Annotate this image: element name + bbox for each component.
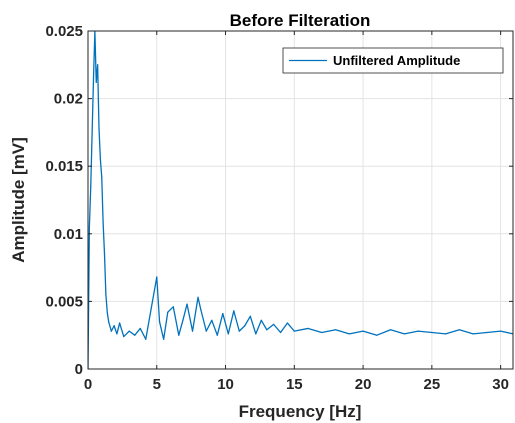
data-point <box>273 323 275 325</box>
data-point <box>156 276 158 278</box>
data-point <box>113 325 115 327</box>
data-point <box>472 333 474 335</box>
data-point <box>88 226 90 228</box>
data-point <box>389 329 392 331</box>
data-point <box>431 331 433 334</box>
x-tick-label: 25 <box>424 376 441 393</box>
y-tick-label: 0 <box>75 361 83 378</box>
y-tick-label: 0.015 <box>45 158 83 175</box>
data-point <box>91 131 93 133</box>
ticks: 0 5 10 15 20 25 30 0 0.005 0.01 0.015 0.02 0.025 <box>45 23 513 393</box>
data-point <box>123 335 125 338</box>
data-point <box>205 330 207 332</box>
data-point <box>307 327 309 330</box>
plot-area <box>88 31 513 369</box>
data-point <box>255 333 257 335</box>
data-point <box>99 158 101 161</box>
data-point <box>128 330 130 332</box>
data-point <box>249 315 251 317</box>
data-point <box>211 319 213 321</box>
chart-title: Before Filteration <box>230 11 371 30</box>
x-tick-label: 15 <box>286 376 303 393</box>
y-tick-label: 0.025 <box>45 23 83 40</box>
data-point <box>97 64 99 66</box>
x-tick-label: 10 <box>217 376 234 393</box>
data-point <box>458 329 460 331</box>
data-point <box>116 333 118 335</box>
legend-entry-label: Unfiltered Amplitude <box>333 53 460 68</box>
data-point <box>150 307 152 309</box>
data-point <box>376 334 378 336</box>
y-tick-label: 0.02 <box>54 91 83 108</box>
data-point <box>445 333 447 335</box>
data-point <box>362 330 364 332</box>
data-point <box>163 338 165 340</box>
data-point <box>293 330 295 332</box>
data-point <box>348 333 350 335</box>
data-point <box>158 321 161 323</box>
data-point <box>321 331 323 334</box>
data-point <box>238 330 240 332</box>
data-point <box>101 176 103 178</box>
x-tick-label: 0 <box>84 376 92 393</box>
axes-box <box>87 30 514 370</box>
x-tick-label: 20 <box>355 376 372 393</box>
data-point <box>227 333 229 335</box>
data-point <box>182 319 184 321</box>
x-axis-label: Frequency [Hz] <box>239 402 362 421</box>
data-point <box>186 303 188 305</box>
data-point <box>233 310 235 312</box>
data-point <box>108 321 110 323</box>
data-point <box>105 294 107 296</box>
data-point <box>403 333 405 335</box>
y-axis-label: Amplitude [mV] <box>9 137 28 263</box>
data-point <box>119 322 121 324</box>
data-point <box>167 311 169 313</box>
data-point <box>200 308 202 311</box>
y-tick-label: 0.005 <box>45 293 83 310</box>
data-point <box>106 311 108 313</box>
data-point <box>92 77 95 79</box>
data-point <box>110 330 112 332</box>
data-point <box>178 334 180 336</box>
data-point <box>103 253 106 255</box>
data-point <box>486 331 488 334</box>
data-point <box>134 334 136 336</box>
data-point <box>279 331 282 334</box>
data-point <box>145 338 147 340</box>
data-point <box>95 81 97 83</box>
data-point <box>98 127 100 129</box>
data-point <box>172 306 174 308</box>
data-point <box>216 334 218 336</box>
data-point <box>191 330 194 332</box>
data-point <box>222 312 224 315</box>
data-point <box>244 325 246 327</box>
data-point <box>500 330 502 332</box>
x-tick-label: 30 <box>492 376 509 393</box>
legend: Unfiltered Amplitude <box>282 47 504 74</box>
data-point <box>197 296 199 298</box>
data-point <box>266 329 268 331</box>
data-point <box>260 319 262 321</box>
y-tick-label: 0.01 <box>54 226 83 243</box>
data-point <box>286 322 289 324</box>
data-point <box>102 222 104 224</box>
data-point <box>334 329 337 331</box>
data-point <box>417 330 419 332</box>
data-point <box>90 185 92 188</box>
x-tick-label: 5 <box>153 376 161 393</box>
data-point <box>139 327 141 330</box>
